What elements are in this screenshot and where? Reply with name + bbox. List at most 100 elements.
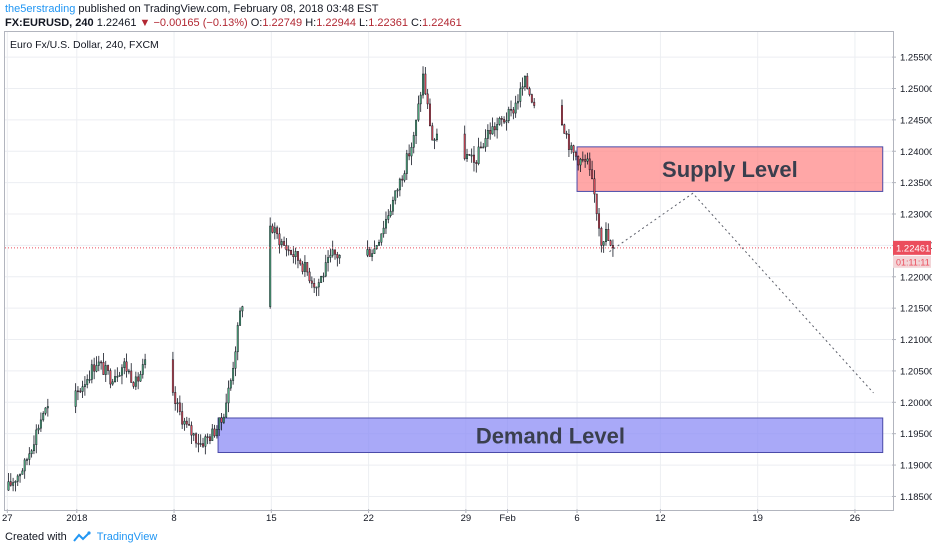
candle-body <box>232 368 235 381</box>
x-tick-label: 6 <box>574 513 579 524</box>
candle-body <box>100 361 103 364</box>
candle-body <box>526 75 529 89</box>
candle-body <box>127 370 130 373</box>
candle-body <box>482 146 485 149</box>
open-label: O: <box>250 17 263 29</box>
candle-body <box>139 374 142 382</box>
candle-body <box>505 120 508 123</box>
y-tick-label: 1.24000 <box>900 147 932 158</box>
candle-body <box>220 417 223 423</box>
candle-body <box>375 245 378 250</box>
candle-body <box>76 390 79 393</box>
publish-text: published on TradingView.com, February 0… <box>78 3 379 15</box>
symbol-label: FX:EURUSD, 240 <box>5 17 94 29</box>
candle-body <box>174 392 177 404</box>
candle-body <box>473 154 475 163</box>
demand-zone-label: Demand Level <box>476 423 625 448</box>
candle-body <box>114 376 116 383</box>
candle-body <box>334 249 336 255</box>
countdown-tag <box>893 255 931 268</box>
y-tick-label: 1.25000 <box>900 84 932 95</box>
candle-body <box>466 154 468 159</box>
candle-body <box>588 158 591 171</box>
candle-body <box>111 381 114 385</box>
candle-body <box>211 428 214 441</box>
candle-body <box>88 379 91 381</box>
author-link[interactable]: the5erstrading <box>5 3 76 15</box>
candle-body <box>206 436 209 438</box>
candle-body <box>517 101 519 104</box>
candle-body <box>403 173 406 181</box>
candle-body <box>412 135 415 148</box>
last-price-value: 1.22461 <box>96 17 137 29</box>
candle-body <box>503 119 506 123</box>
candle-body <box>222 416 225 423</box>
x-tick-label: 27 <box>2 513 13 524</box>
candle-body <box>366 249 369 256</box>
y-tick-label: 1.18500 <box>900 492 932 503</box>
candle-body <box>408 153 411 157</box>
candle-body <box>229 380 232 389</box>
candle-body <box>401 178 404 181</box>
candle-body <box>382 227 385 235</box>
countdown-value: 01:11:11 <box>896 257 930 267</box>
open-value: 1.22749 <box>262 17 303 29</box>
candle-body <box>598 213 601 229</box>
candle-body <box>498 118 501 125</box>
candle-body <box>299 260 302 265</box>
candle-body <box>95 365 98 372</box>
demand-zone <box>217 417 884 454</box>
x-tick-label: 12 <box>655 513 666 524</box>
candle-body <box>225 402 228 418</box>
supply-zone <box>576 146 884 192</box>
candle-body <box>507 108 510 121</box>
candle-body <box>320 276 323 283</box>
candle-body <box>218 417 221 430</box>
candle-body <box>285 245 288 251</box>
candle-body <box>415 119 418 136</box>
candle-body <box>204 436 207 447</box>
candle-body <box>378 241 380 246</box>
candle-body <box>32 444 35 452</box>
candle-body <box>519 88 522 102</box>
candle-body <box>273 227 276 233</box>
candle-body <box>234 351 237 369</box>
candle-body <box>433 139 436 141</box>
chart-frame <box>4 31 894 511</box>
candle-body <box>134 376 137 387</box>
candle-body <box>197 442 200 445</box>
candle-body <box>577 155 580 166</box>
candle-body <box>324 262 327 277</box>
candle-body <box>528 88 531 95</box>
candle-body <box>171 359 174 393</box>
tradingview-brand[interactable]: TradingView <box>96 531 158 543</box>
candle-body <box>14 481 17 483</box>
candle-body <box>512 109 515 114</box>
candle-body <box>181 411 184 425</box>
y-tick-label: 1.21000 <box>900 335 932 346</box>
high-label: H: <box>305 17 317 29</box>
candle-body <box>530 94 533 103</box>
candle-body <box>373 248 376 254</box>
candle-body <box>215 429 218 437</box>
candle-body <box>396 189 399 192</box>
candle-body <box>468 154 471 156</box>
x-tick-label: 29 <box>461 513 472 524</box>
candle-body <box>611 245 614 249</box>
candle-body <box>227 387 230 404</box>
created-with-text: Created with <box>5 531 67 543</box>
candle-body <box>387 215 390 220</box>
candle-body <box>310 280 313 284</box>
last-price-tag-value: 1.22461 <box>896 243 930 254</box>
candle-body <box>394 190 397 201</box>
candle-body <box>42 412 45 421</box>
candle-body <box>120 367 123 376</box>
candle-body <box>294 251 297 257</box>
candle-body <box>118 374 121 377</box>
candle-body <box>336 254 339 259</box>
candle-body <box>595 193 598 215</box>
candle-body <box>23 459 26 472</box>
candle-body <box>176 402 179 405</box>
candle-body <box>484 138 487 148</box>
